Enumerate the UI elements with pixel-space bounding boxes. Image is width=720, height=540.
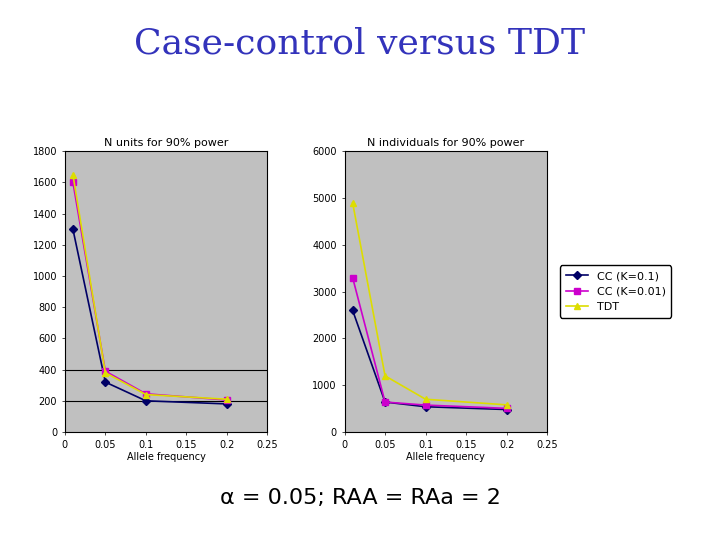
Title: N individuals for 90% power: N individuals for 90% power [367,138,524,147]
Title: N units for 90% power: N units for 90% power [104,138,228,147]
Legend: CC (K=0.1), CC (K=0.01), TDT: CC (K=0.1), CC (K=0.01), TDT [560,266,671,318]
X-axis label: Allele frequency: Allele frequency [127,453,206,462]
X-axis label: Allele frequency: Allele frequency [406,453,485,462]
Text: α = 0.05; RAA = RAa = 2: α = 0.05; RAA = RAa = 2 [220,488,500,508]
Text: Case-control versus TDT: Case-control versus TDT [135,27,585,61]
